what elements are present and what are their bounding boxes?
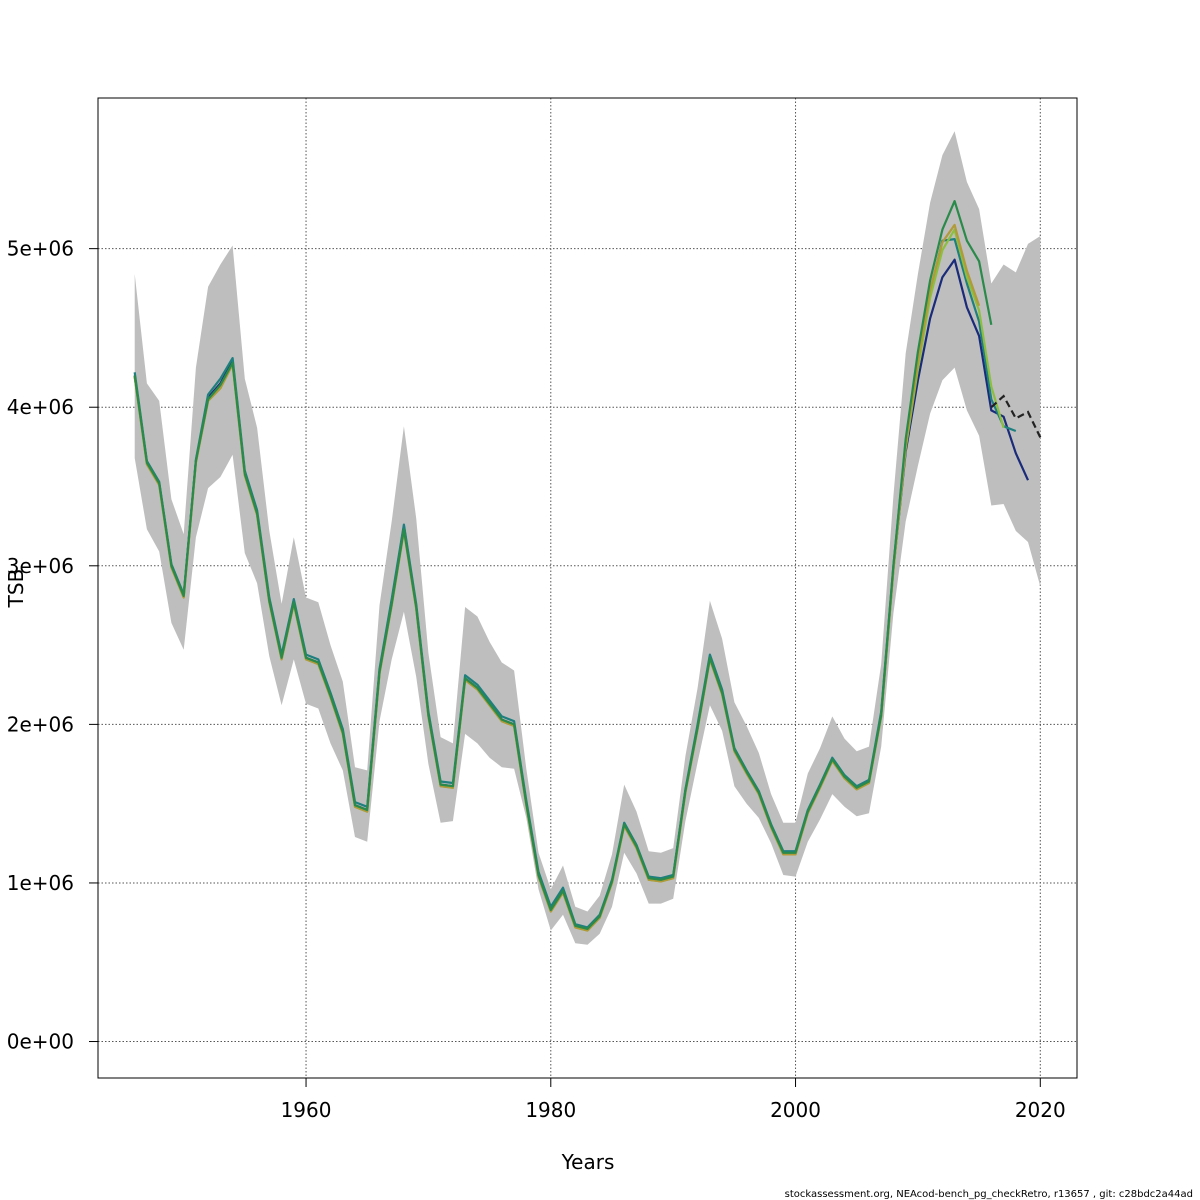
y-tick-label-2: 2e+06 xyxy=(7,712,74,736)
footer-credit: stockassessment.org, NEAcod-bench_pg_che… xyxy=(785,1189,1193,1200)
band-area xyxy=(134,131,1041,945)
confidence-band xyxy=(134,131,1041,945)
y-tick-label-3: 3e+06 xyxy=(7,554,74,578)
x-tick-label-3: 2020 xyxy=(1015,1098,1066,1122)
x-tick-label-0: 1960 xyxy=(281,1098,332,1122)
x-tick-label-1: 1980 xyxy=(525,1098,576,1122)
y-axis-title: TSB xyxy=(4,569,28,609)
y-tick-label-1: 1e+06 xyxy=(7,871,74,895)
y-tick-label-5: 5e+06 xyxy=(7,237,74,261)
x-axis-title: Years xyxy=(561,1150,615,1174)
x-tick-label-2: 2000 xyxy=(770,1098,821,1122)
y-axis: 0e+00 1e+06 2e+06 3e+06 4e+06 5e+06 xyxy=(7,237,99,1054)
series-line-4 xyxy=(133,200,993,931)
series-lines xyxy=(133,200,1042,932)
x-axis: 1960 1980 2000 2020 xyxy=(281,1077,1066,1122)
y-tick-label-0: 0e+00 xyxy=(7,1030,74,1054)
y-tick-label-4: 4e+06 xyxy=(7,395,74,419)
dashed-series-line xyxy=(990,394,1042,438)
